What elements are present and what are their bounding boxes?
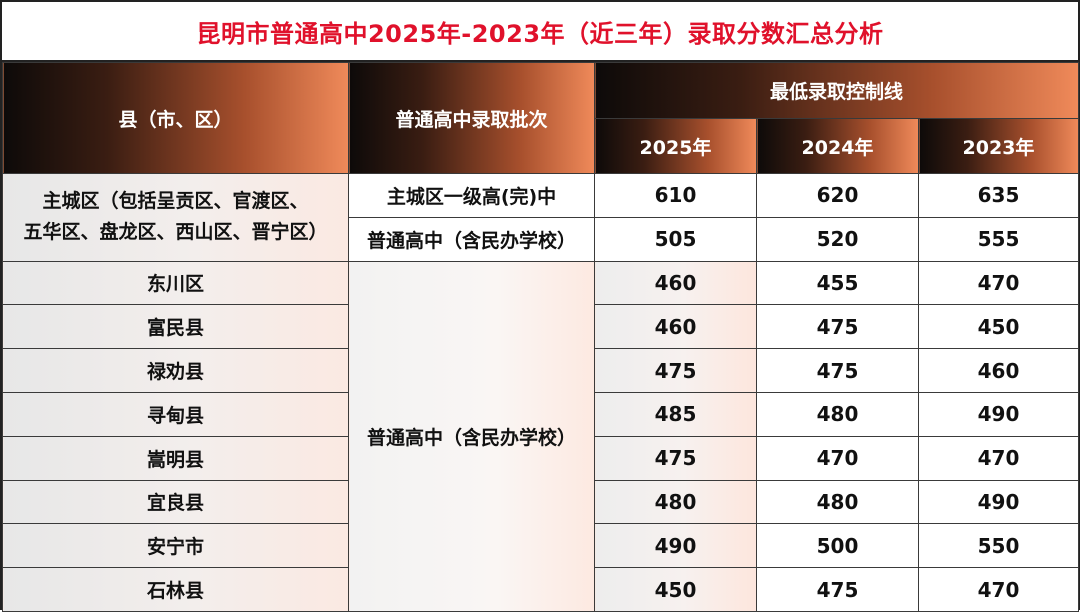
shared-level-cell: 普通高中（含民办学校）: [348, 260, 595, 612]
score-cell: 460: [594, 260, 757, 306]
header-min-line: 最低录取控制线: [594, 62, 1079, 119]
score-cell: 490: [594, 523, 757, 569]
county-cell: 安宁市: [2, 523, 349, 569]
score-cell: 490: [918, 479, 1079, 525]
level-cell: 主城区一级高(完)中: [348, 173, 595, 218]
score-cell: 450: [594, 567, 757, 612]
county-cell: 富民县: [2, 304, 349, 350]
table-row: 普通高中（含民办学校） 505 520 555: [3, 216, 1079, 262]
score-cell: 475: [756, 567, 919, 612]
score-cell: 475: [756, 304, 919, 350]
table-row: 主城区（包括呈贡区、官渡区、 五华区、盘龙区、西山区、晋宁区） 主城区一级高(完…: [2, 173, 1079, 262]
county-cell: 寻甸县: [2, 391, 349, 437]
score-cell: 475: [594, 435, 757, 481]
score-cell: 500: [756, 523, 919, 569]
score-cell: 460: [594, 304, 757, 350]
score-cell: 550: [918, 523, 1079, 569]
score-cell: 450: [918, 304, 1079, 350]
county-cell: 禄劝县: [2, 348, 349, 393]
table-row: 石林县 450 475 470: [2, 567, 1079, 612]
score-cell: 475: [594, 348, 757, 393]
score-cell: 480: [594, 479, 757, 525]
score-cell: 485: [594, 391, 757, 437]
table-row: 禄劝县 475 475 460: [2, 348, 1079, 393]
score-cell: 620: [756, 173, 919, 218]
header-county: 县（市、区）: [2, 62, 349, 174]
header-row: 县（市、区） 普通高中录取批次 最低录取控制线: [2, 62, 1079, 174]
header-year-2024: 2024年: [756, 118, 919, 174]
score-cell: 470: [756, 435, 919, 481]
level-cell: 普通高中（含民办学校）: [348, 216, 595, 262]
score-cell: 610: [594, 173, 757, 218]
table-row: 宜良县 480 480 490: [2, 479, 1079, 525]
score-cell: 505: [594, 216, 757, 262]
score-cell: 520: [756, 216, 919, 262]
header-year-2023: 2023年: [918, 118, 1079, 174]
main-area-name-line2: 五华区、盘龙区、西山区、晋宁区）: [23, 221, 328, 244]
table-row: 寻甸县 485 480 490: [2, 391, 1079, 437]
score-cell: 470: [918, 567, 1079, 612]
county-cell: 石林县: [2, 567, 349, 612]
score-cell: 490: [918, 391, 1079, 437]
score-cell: 475: [756, 348, 919, 393]
score-cell: 455: [756, 260, 919, 306]
header-level: 普通高中录取批次: [348, 62, 595, 174]
score-cell: 555: [918, 216, 1079, 262]
score-cell: 635: [918, 173, 1079, 218]
score-cell: 480: [756, 391, 919, 437]
header-year-2025: 2025年: [594, 118, 757, 174]
score-cell: 460: [918, 348, 1079, 393]
table-row: 东川区 普通高中（含民办学校） 460 455 470: [2, 260, 1079, 612]
county-cell: 嵩明县: [2, 435, 349, 481]
header-years-row: 2025年 2024年 2023年: [3, 118, 1079, 174]
county-cell: 东川区: [2, 260, 349, 306]
county-cell: 宜良县: [2, 479, 349, 525]
main-area-name-cell: 主城区（包括呈贡区、官渡区、 五华区、盘龙区、西山区、晋宁区）: [2, 173, 349, 262]
page-title: 昆明市普通高中2025年-2023年（近三年）录取分数汇总分析: [2, 2, 1078, 62]
main-area-name-line1: 主城区（包括呈贡区、官渡区、: [42, 189, 309, 212]
score-cell: 470: [918, 435, 1079, 481]
score-cell: 480: [756, 479, 919, 525]
table-row: 富民县 460 475 450: [2, 304, 1079, 350]
score-cell: 470: [918, 260, 1079, 306]
score-table: 县（市、区） 普通高中录取批次 最低录取控制线 2025年 2024年 2023…: [2, 62, 1079, 612]
